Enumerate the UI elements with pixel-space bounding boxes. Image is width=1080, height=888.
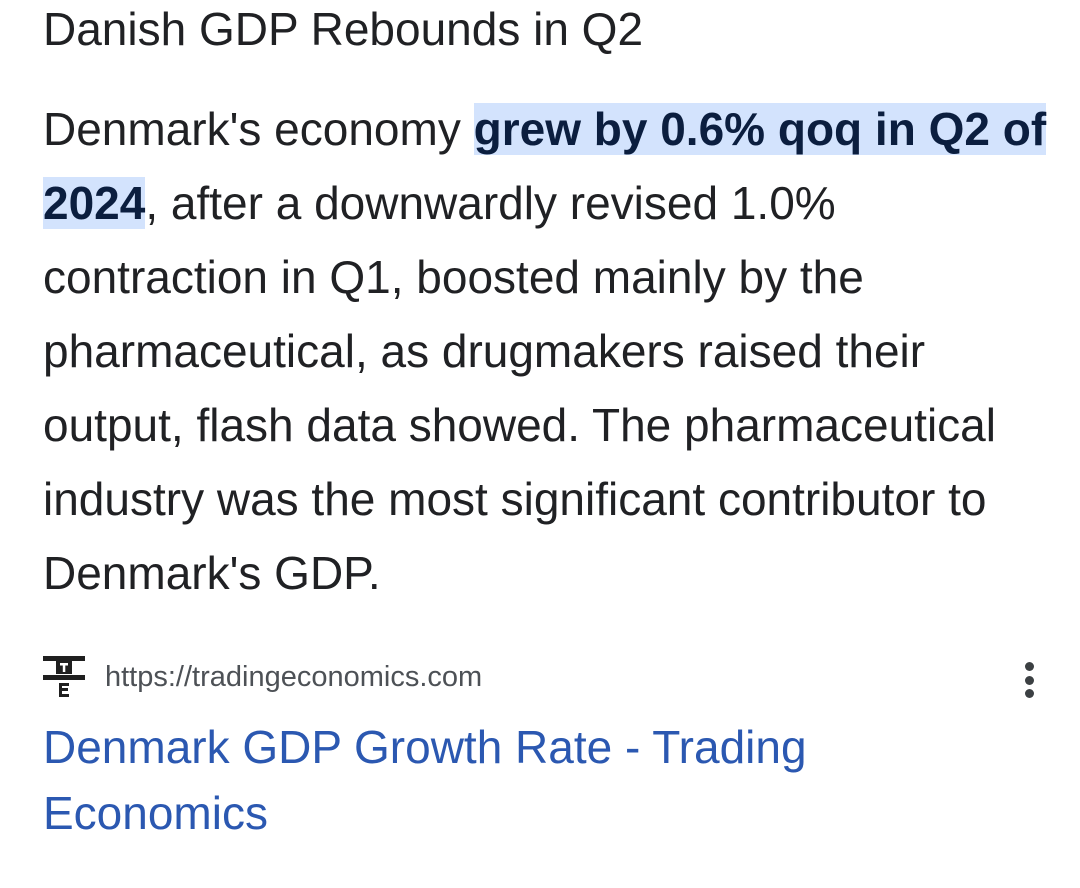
tradingeconomics-logo-icon (43, 656, 85, 698)
more-vert-icon[interactable] (1020, 662, 1038, 702)
snippet-text: Denmark's economy grew by 0.6% qoq in Q2… (43, 92, 1053, 610)
snippet-text-before: Denmark's economy (43, 103, 474, 155)
snippet-heading: Danish GDP Rebounds in Q2 (43, 3, 644, 55)
source-row[interactable]: https://tradingeconomics.com (43, 654, 1038, 700)
source-url[interactable]: https://tradingeconomics.com (105, 661, 483, 693)
snippet-text-after: , after a downwardly revised 1.0% contra… (43, 177, 996, 599)
result-title-link[interactable]: Denmark GDP Growth Rate - Trading Econom… (43, 721, 807, 839)
